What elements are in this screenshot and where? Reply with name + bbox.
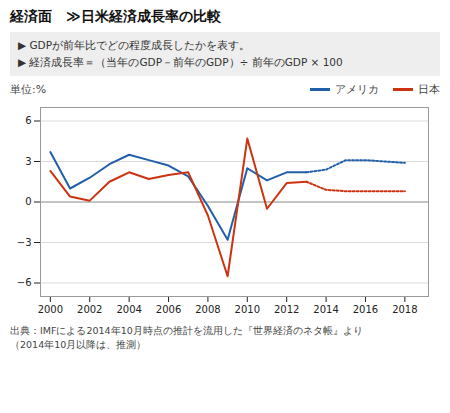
- svg-text:2018: 2018: [392, 303, 417, 314]
- svg-text:2006: 2006: [156, 303, 181, 314]
- svg-text:2008: 2008: [195, 303, 220, 314]
- svg-text:0: 0: [25, 196, 31, 207]
- svg-text:3: 3: [25, 155, 31, 166]
- html-text:（2014年10月以降は、推測）: （2014年10月以降は、推測）: [10, 338, 147, 350]
- html-text:アメリカ: アメリカ: [335, 82, 379, 96]
- svg-text:−6: −6: [17, 277, 32, 288]
- svg-text:2000: 2000: [38, 303, 63, 314]
- html-text:経済面 ≫日米経済成長率の比較: 経済面 ≫日米経済成長率の比較: [10, 8, 221, 24]
- svg-text:2010: 2010: [235, 303, 260, 314]
- html-text:▶ 経済成長率＝（当年のGDP－前年のGDP）÷ 前年のGD: ▶ 経済成長率＝（当年のGDP－前年のGDP）÷ 前年のGDP × 100: [18, 55, 343, 68]
- html-text:出典：IMFによる2014年10月時点の推計を流用した『世界: 出典：IMFによる2014年10月時点の推計を流用した『世界経済のネタ帳』より: [10, 324, 363, 336]
- html-text:単位:%: 単位:%: [10, 82, 47, 96]
- html-text:日本: 日本: [418, 82, 440, 96]
- svg-text:2002: 2002: [77, 303, 102, 314]
- svg-text:2014: 2014: [313, 303, 338, 314]
- svg-text:2004: 2004: [116, 303, 141, 314]
- svg-text:6: 6: [25, 115, 31, 126]
- svg-text:−3: −3: [17, 236, 32, 247]
- svg-text:2012: 2012: [274, 303, 299, 314]
- svg-text:2016: 2016: [353, 303, 378, 314]
- html-text:▶ GDPが前年比でどの程度成長したかを表す。: ▶ GDPが前年比でどの程度成長したかを表す。: [18, 39, 250, 51]
